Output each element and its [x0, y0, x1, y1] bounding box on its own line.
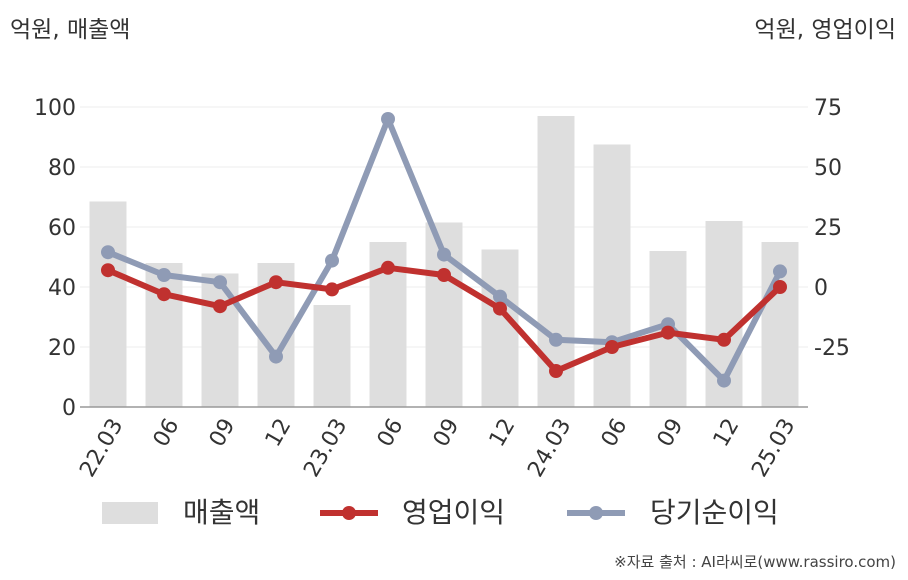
legend-label-net-profit: 당기순이익	[650, 496, 779, 529]
operating-profit-point	[717, 332, 731, 347]
left-tick-label: 60	[48, 216, 76, 241]
x-tick-label: 23.03	[299, 415, 352, 482]
x-tick-label: 22.03	[75, 415, 128, 482]
operating-profit-point	[269, 275, 283, 290]
operating-profit-point	[101, 263, 115, 278]
bar-revenue	[313, 305, 351, 407]
net-profit-point	[493, 289, 507, 304]
legend-label-operating-profit: 영업이익	[402, 496, 505, 529]
right-tick-label: -25	[814, 336, 850, 361]
net-profit-point	[549, 332, 563, 347]
bar-revenue	[201, 273, 239, 407]
legend-marker-operating-profit	[342, 506, 356, 520]
left-axis-unit-label: 억원, 매출액	[10, 17, 131, 43]
bar-revenue	[593, 144, 631, 407]
left-tick-label: 20	[48, 336, 76, 361]
bar-revenue	[145, 263, 183, 407]
right-tick-label: 50	[814, 156, 842, 181]
operating-profit-point	[213, 299, 227, 314]
legend-marker-net-profit	[589, 506, 603, 520]
source-credit: ※자료 출처 : AI라씨로(www.rassiro.com)	[614, 553, 896, 571]
left-tick-label: 40	[48, 276, 76, 301]
operating-profit-point	[549, 364, 563, 378]
x-tick-label: 09	[653, 415, 689, 452]
bar-revenue	[89, 201, 127, 407]
right-tick-label: 75	[814, 96, 842, 121]
net-profit-point	[157, 268, 171, 282]
net-profit-point	[717, 373, 731, 388]
operating-profit-point	[325, 282, 339, 297]
left-tick-label: 100	[34, 96, 76, 121]
right-tick-label: 25	[814, 216, 842, 241]
right-tick-label: 0	[814, 276, 828, 301]
x-tick-label: 12	[709, 415, 745, 452]
operating-profit-point	[437, 268, 451, 282]
x-tick-label: 25.03	[747, 415, 800, 482]
net-profit-point	[437, 247, 451, 262]
net-profit-point	[269, 349, 283, 364]
right-axis-unit-label: 억원, 영업이익	[754, 17, 896, 43]
operating-profit-point	[773, 280, 787, 294]
x-tick-label: 12	[485, 415, 521, 452]
net-profit-point	[381, 112, 395, 126]
net-profit-point	[773, 264, 787, 279]
operating-profit-point	[493, 301, 507, 316]
operating-profit-point	[605, 340, 619, 354]
operating-profit-point	[661, 325, 675, 340]
net-profit-point	[213, 275, 227, 290]
legend-swatch-revenue	[102, 502, 158, 524]
left-tick-label: 80	[48, 156, 76, 181]
x-tick-label: 06	[597, 415, 633, 452]
left-tick-label: 0	[62, 396, 76, 421]
x-tick-label: 24.03	[523, 415, 576, 482]
net-profit-point	[101, 245, 115, 260]
operating-profit-point	[157, 287, 171, 302]
x-tick-label: 06	[373, 415, 409, 452]
legend-label-revenue: 매출액	[183, 496, 260, 529]
x-tick-label: 09	[205, 415, 241, 452]
operating-profit-point	[381, 260, 395, 275]
bar-revenue	[481, 249, 519, 407]
x-tick-label: 06	[149, 415, 185, 452]
x-tick-label: 12	[261, 415, 297, 452]
x-tick-label: 09	[429, 415, 465, 452]
net-profit-point	[325, 253, 339, 268]
